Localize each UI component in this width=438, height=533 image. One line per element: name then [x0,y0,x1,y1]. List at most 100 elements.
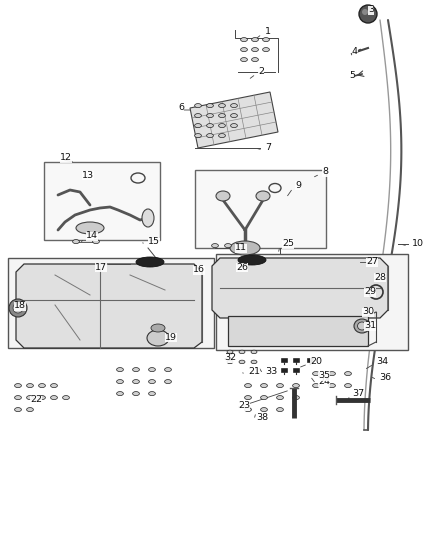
Text: 6: 6 [178,103,184,112]
Bar [293,368,299,372]
Text: 10: 10 [412,239,424,248]
Text: 28: 28 [374,272,386,281]
Ellipse shape [230,241,260,255]
Ellipse shape [133,392,139,395]
Ellipse shape [240,58,247,62]
Ellipse shape [263,38,269,42]
Ellipse shape [244,408,251,411]
Text: 1: 1 [265,28,271,36]
Ellipse shape [293,395,300,400]
Text: 24: 24 [318,377,330,386]
Polygon shape [190,92,278,148]
Ellipse shape [14,408,21,411]
Ellipse shape [136,257,164,267]
Ellipse shape [328,372,336,376]
Ellipse shape [207,114,213,118]
Ellipse shape [165,379,171,384]
Ellipse shape [216,191,230,201]
Text: 22: 22 [30,395,42,405]
Ellipse shape [148,368,155,372]
Ellipse shape [225,244,231,248]
Ellipse shape [51,395,57,400]
Text: 7: 7 [265,143,271,152]
Text: 8: 8 [322,167,328,176]
Text: 2: 2 [258,68,264,77]
Bar [307,358,313,362]
Ellipse shape [251,58,258,62]
Ellipse shape [251,47,258,52]
Ellipse shape [357,322,367,330]
Ellipse shape [261,384,268,387]
Text: 33: 33 [265,367,277,376]
Text: 36: 36 [379,374,391,383]
Ellipse shape [277,408,283,411]
Text: 4: 4 [352,47,358,56]
Ellipse shape [263,47,269,52]
Circle shape [9,299,27,317]
Ellipse shape [244,395,251,400]
Ellipse shape [39,395,46,400]
Ellipse shape [219,124,226,127]
Ellipse shape [240,47,247,52]
Ellipse shape [277,384,283,387]
Text: 5: 5 [349,71,355,80]
Polygon shape [212,258,388,318]
Ellipse shape [165,368,171,372]
Ellipse shape [133,368,139,372]
Ellipse shape [219,114,226,118]
Text: 11: 11 [235,244,247,253]
Ellipse shape [207,124,213,127]
Text: 37: 37 [352,389,364,398]
Ellipse shape [27,408,33,411]
Text: 13: 13 [82,171,94,180]
Bar [293,358,299,362]
Ellipse shape [194,103,201,108]
Ellipse shape [219,103,226,108]
Polygon shape [228,316,368,346]
Ellipse shape [73,240,79,244]
Ellipse shape [27,384,33,387]
Text: 23: 23 [238,401,250,410]
Ellipse shape [230,124,237,127]
Ellipse shape [345,384,351,387]
Text: 30: 30 [362,308,374,317]
Ellipse shape [230,103,237,108]
Ellipse shape [207,103,213,108]
Ellipse shape [148,392,155,395]
Bar [281,368,287,372]
Ellipse shape [219,134,226,138]
Ellipse shape [117,392,124,395]
Text: 26: 26 [236,262,248,271]
Ellipse shape [230,114,237,118]
Bar [8,258,214,348]
Ellipse shape [151,324,165,332]
Ellipse shape [51,384,57,387]
Ellipse shape [14,384,21,387]
Ellipse shape [63,395,69,400]
Ellipse shape [261,408,268,411]
Text: 29: 29 [364,287,376,296]
Ellipse shape [142,209,154,227]
Ellipse shape [354,319,370,333]
Ellipse shape [313,372,319,376]
Text: 3: 3 [368,5,374,14]
Ellipse shape [261,395,268,400]
Ellipse shape [133,379,139,384]
Ellipse shape [328,384,336,387]
Ellipse shape [238,255,266,265]
Text: 18: 18 [14,302,26,311]
Text: 27: 27 [366,257,378,266]
Ellipse shape [251,38,258,42]
Ellipse shape [240,38,247,42]
Ellipse shape [194,124,201,127]
Ellipse shape [39,384,46,387]
Ellipse shape [313,384,319,387]
Ellipse shape [237,244,244,248]
Circle shape [359,5,377,23]
Text: 16: 16 [193,265,205,274]
Ellipse shape [227,360,233,364]
Ellipse shape [117,379,124,384]
Text: 31: 31 [364,321,376,330]
Ellipse shape [76,222,104,234]
Ellipse shape [293,384,300,387]
